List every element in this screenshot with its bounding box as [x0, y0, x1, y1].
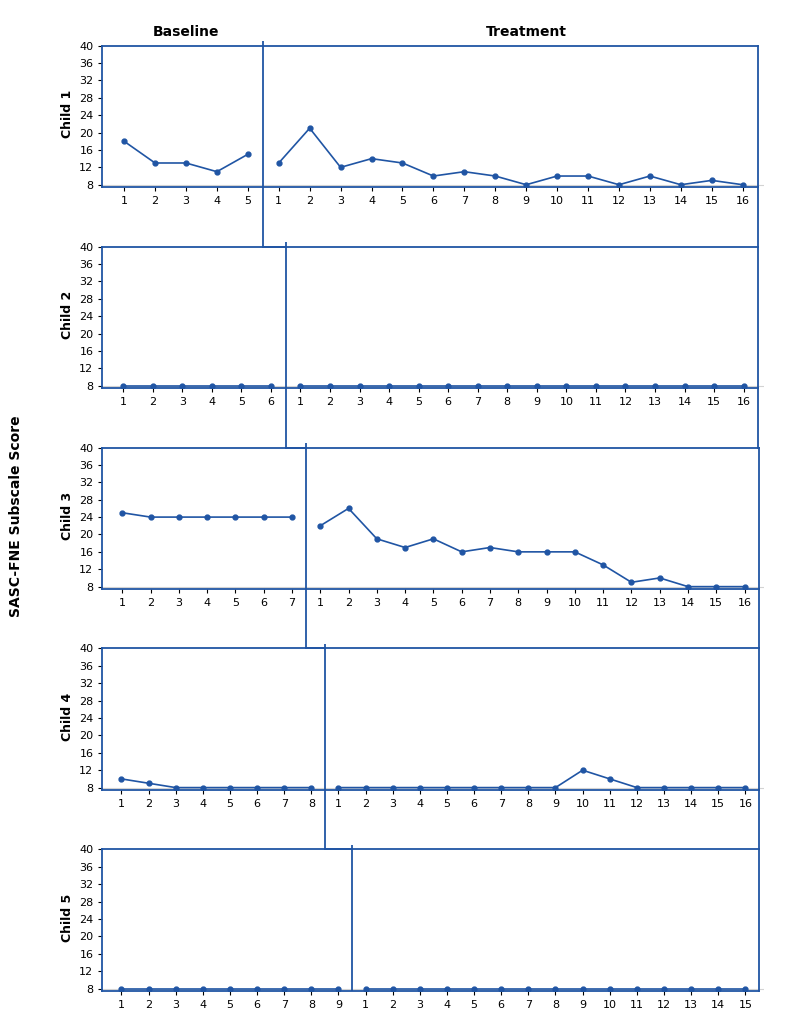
Y-axis label: Child 5: Child 5: [61, 894, 73, 942]
Text: Treatment: Treatment: [485, 25, 567, 39]
Y-axis label: Child 1: Child 1: [61, 90, 73, 138]
Text: SASC-FNE Subscale Score: SASC-FNE Subscale Score: [9, 415, 23, 617]
Y-axis label: Child 3: Child 3: [61, 492, 73, 540]
Text: Baseline: Baseline: [153, 25, 219, 39]
Y-axis label: Child 2: Child 2: [61, 291, 73, 340]
Y-axis label: Child 4: Child 4: [61, 692, 73, 741]
